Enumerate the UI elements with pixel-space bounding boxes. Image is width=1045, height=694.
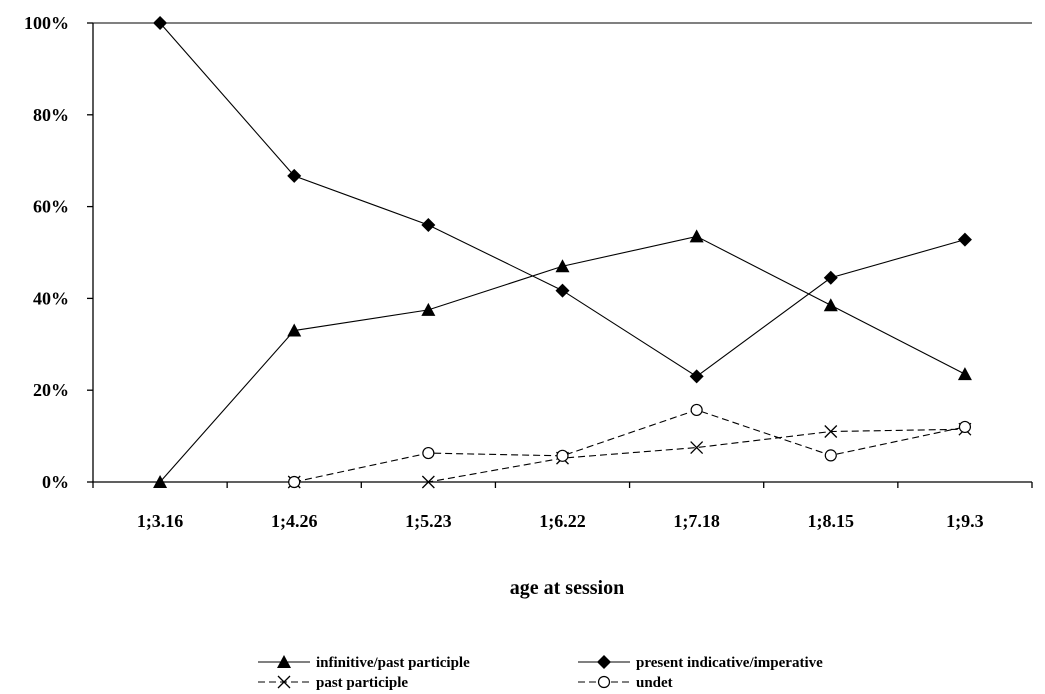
legend-label: present indicative/imperative [636, 655, 823, 671]
legend-label: infinitive/past participle [316, 655, 470, 671]
y-tick-label: 100% [24, 13, 69, 33]
y-tick-label: 40% [33, 288, 69, 308]
legend-item: present indicative/imperative [578, 655, 823, 671]
y-tick-label: 0% [42, 472, 69, 492]
series [153, 16, 972, 384]
triangle-marker [153, 475, 168, 488]
diamond-marker [421, 217, 436, 232]
circle-marker [824, 449, 837, 462]
diamond-marker [957, 232, 972, 247]
triangle-marker [689, 229, 704, 243]
legend-item: undet [578, 675, 673, 691]
diamond-marker [555, 283, 570, 298]
circle-marker [288, 475, 301, 489]
series-line [159, 235, 966, 483]
diamond-marker [153, 16, 168, 30]
triangle-marker [287, 323, 302, 337]
x-marker [277, 675, 291, 689]
x-marker [421, 475, 435, 489]
x-tick-label: 1;7.18 [673, 511, 720, 531]
circle-marker [556, 449, 569, 462]
x-tick-label: 1;9.3 [946, 511, 984, 531]
chart-axes: 0% 20% 40% 60% 80% 100% 1;3.16 1;4.26 1;5.23 1;6.… [24, 13, 1033, 531]
series-line [294, 428, 965, 483]
legend-label: undet [636, 675, 673, 691]
circle-marker [422, 446, 435, 460]
series-line [159, 22, 966, 378]
series [153, 229, 972, 488]
triangle-marker [421, 302, 436, 316]
chart-legend: infinitive/past participle present indica… [258, 655, 823, 691]
diamond-marker [287, 168, 302, 183]
x-tick-label: 1;6.22 [539, 511, 586, 531]
y-tick-label: 20% [33, 380, 69, 400]
circle-marker [690, 403, 703, 417]
triangle-marker [277, 655, 291, 668]
y-tick-label: 60% [33, 197, 69, 217]
series-line [294, 409, 966, 483]
diamond-marker [597, 655, 611, 669]
triangle-marker [957, 367, 972, 381]
diamond-marker [823, 270, 838, 285]
circle-marker [958, 420, 972, 434]
x-marker [690, 441, 704, 455]
y-tick-label: 80% [33, 105, 69, 125]
series [288, 403, 972, 489]
diamond-marker [689, 369, 704, 384]
chart-series [153, 16, 972, 489]
x-marker [824, 425, 838, 438]
x-axis-title: age at session [510, 577, 624, 599]
legend-item: past participle [258, 675, 408, 691]
circle-marker [597, 675, 611, 689]
x-tick-label: 1;8.15 [808, 511, 855, 531]
x-tick-label: 1;3.16 [137, 511, 184, 531]
legend-label: past participle [316, 675, 408, 691]
x-tick-label: 1;4.26 [271, 511, 318, 531]
x-tick-label: 1;5.23 [405, 511, 452, 531]
triangle-marker [823, 298, 838, 312]
triangle-marker [555, 259, 570, 273]
legend-item: infinitive/past participle [258, 655, 470, 671]
